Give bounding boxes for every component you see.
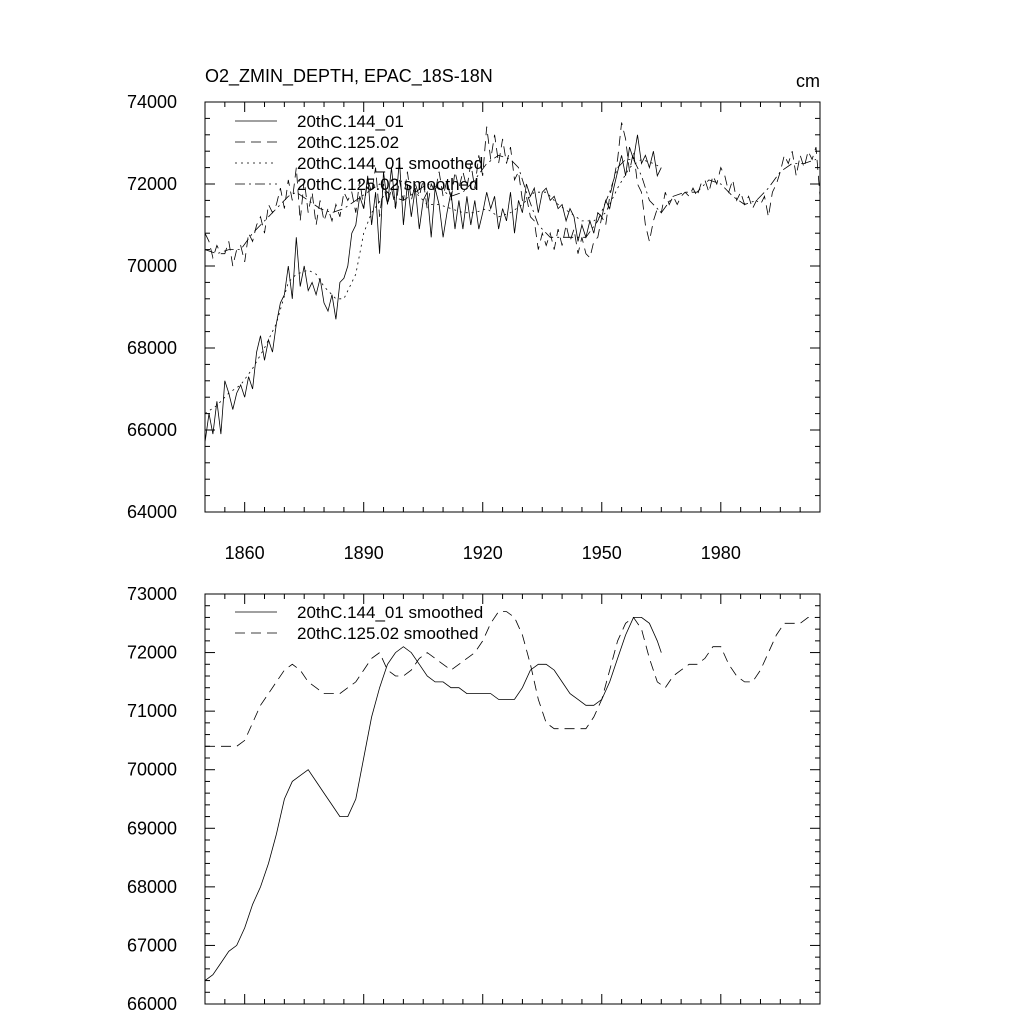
y-tick-label: 71000 [127, 701, 177, 721]
top-axis-ticks: 1860 1890 1920 1950 1980 64000 66000 68000 70000… [127, 92, 821, 563]
bottom-series-lines [204, 611, 816, 981]
y-tick-label: 74000 [127, 92, 177, 112]
x-tick-label: 1890 [344, 543, 384, 563]
top-panel: O2_ZMIN_DEPTH, EPAC_18S-18N cm 1860 1890 1… [127, 66, 821, 563]
bottom-panel: 66000 67000 68000 69000 70000 71000 72000 73000… [127, 584, 821, 1014]
y-tick-label: 72000 [127, 643, 177, 663]
legend-label: 20thC.125.02 smoothed [297, 175, 478, 194]
bottom-axis-ticks: 66000 67000 68000 69000 70000 71000 72000 73000 [127, 584, 821, 1014]
x-tick-label: 1980 [701, 543, 741, 563]
chart-title: O2_ZMIN_DEPTH, EPAC_18S-18N [205, 66, 493, 87]
y-tick-label: 70000 [127, 760, 177, 780]
legend-label: 20thC.144_01 smoothed [297, 603, 483, 622]
x-tick-label: 1860 [225, 543, 265, 563]
legend-label: 20thC.125.02 [297, 133, 399, 152]
y-tick-label: 67000 [127, 935, 177, 955]
series-line [205, 611, 816, 747]
y-tick-label: 68000 [127, 877, 177, 897]
y-tick-label: 70000 [127, 256, 177, 276]
series-line [204, 617, 662, 981]
y-tick-label: 66000 [127, 994, 177, 1014]
series-line [204, 154, 817, 255]
top-legend: 20thC.144_01 20thC.125.02 20thC.144_01 smo… [235, 112, 483, 194]
units-label: cm [796, 71, 820, 91]
y-tick-label: 73000 [127, 584, 177, 604]
series-line [204, 122, 821, 267]
x-tick-label: 1920 [463, 543, 503, 563]
series-line [204, 134, 662, 443]
y-tick-label: 66000 [127, 420, 177, 440]
y-tick-label: 69000 [127, 818, 177, 838]
legend-label: 20thC.125.02 smoothed [297, 624, 478, 643]
legend-label: 20thC.144_01 smoothed [297, 154, 483, 173]
y-tick-label: 64000 [127, 502, 177, 522]
bottom-legend: 20thC.144_01 smoothed 20thC.125.02 smooth… [235, 603, 483, 643]
plot-frame-bottom [204, 593, 821, 1005]
x-tick-label: 1950 [582, 543, 622, 563]
legend-label: 20thC.144_01 [297, 112, 404, 131]
y-tick-label: 72000 [127, 174, 177, 194]
series-line [204, 158, 662, 414]
y-tick-label: 68000 [127, 338, 177, 358]
top-series-lines [204, 122, 821, 443]
plot-frame-top [204, 101, 821, 513]
